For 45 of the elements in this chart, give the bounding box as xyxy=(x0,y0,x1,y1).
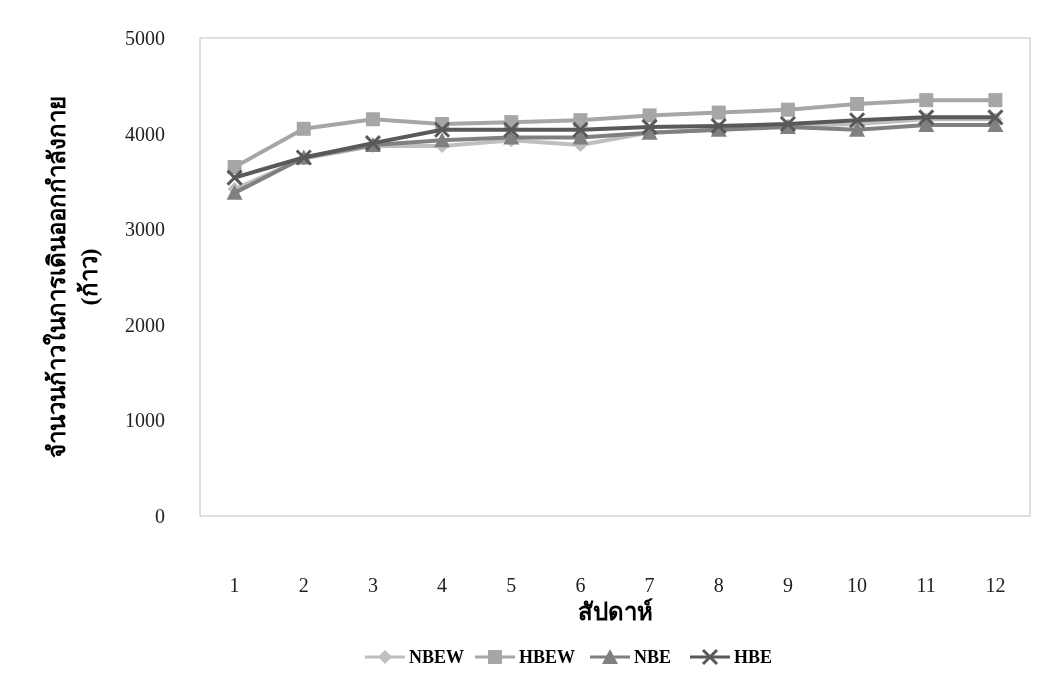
x-tick-label: 1 xyxy=(229,574,240,596)
point xyxy=(849,121,866,137)
point xyxy=(987,117,1004,132)
y-tick-label: 4000 xyxy=(125,122,165,145)
point xyxy=(642,108,657,123)
x-tick-label: 7 xyxy=(644,574,655,596)
point xyxy=(433,121,451,139)
x-tick-label: 5 xyxy=(506,574,517,596)
point xyxy=(848,111,866,129)
y-tick-label: 3000 xyxy=(125,218,165,241)
x-axis-title: สัปดาห์ xyxy=(577,598,653,625)
legend-label: NBEW xyxy=(409,647,465,668)
legend-label: HBE xyxy=(734,647,773,668)
point xyxy=(365,112,380,127)
point xyxy=(710,117,728,135)
point xyxy=(986,108,1004,126)
y-tick-label: 2000 xyxy=(125,313,165,336)
x-tick-label: 10 xyxy=(847,574,868,596)
legend-label: NBE xyxy=(634,647,672,668)
point xyxy=(711,105,726,120)
y-tick-label: 0 xyxy=(155,505,165,527)
point xyxy=(571,121,589,139)
x-tick-label: 2 xyxy=(298,574,309,596)
point xyxy=(226,169,244,187)
y-axis-title: จำนวนก้าวในการเดินออกกำลังกาย (ก้าว) xyxy=(42,96,102,458)
point xyxy=(918,117,935,132)
x-tick-label: 4 xyxy=(437,574,448,596)
y-tick-label: 1000 xyxy=(125,409,165,432)
point xyxy=(641,118,659,136)
x-tick-label: 11 xyxy=(916,574,936,596)
legend-label: HBEW xyxy=(519,647,576,668)
point xyxy=(917,108,935,126)
x-tick-label: 9 xyxy=(782,574,793,596)
x-tick-label: 3 xyxy=(367,574,378,596)
point xyxy=(296,121,311,136)
point xyxy=(988,93,1003,108)
x-tick-label: 8 xyxy=(713,574,724,596)
x-tick-label: 12 xyxy=(985,574,1006,596)
point xyxy=(502,121,520,139)
x-tick-label: 6 xyxy=(575,574,586,596)
y-tick-label: 5000 xyxy=(125,27,165,49)
point xyxy=(434,132,451,148)
point xyxy=(850,96,865,111)
point xyxy=(919,93,934,108)
point xyxy=(780,102,795,117)
